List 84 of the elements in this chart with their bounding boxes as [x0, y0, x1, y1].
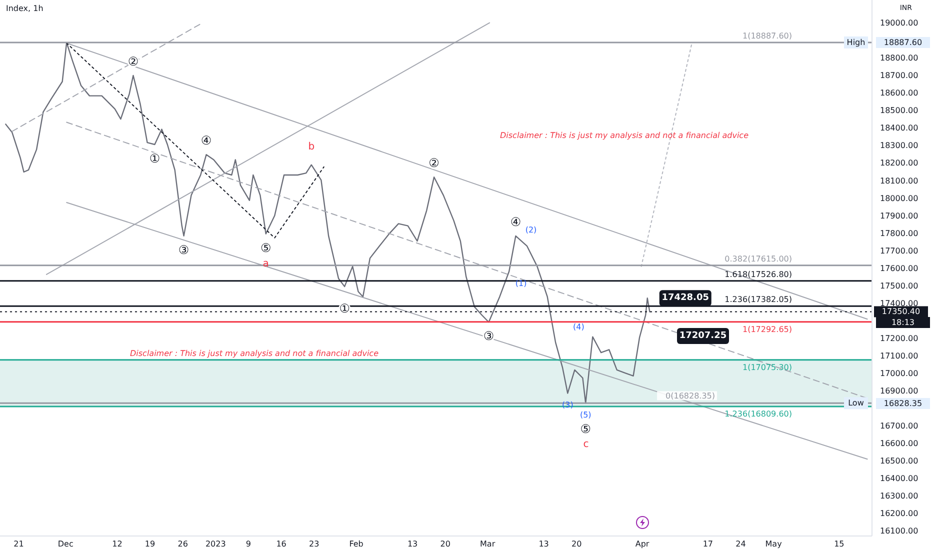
annotation: Disclaimer : This is just my analysis and not a financial advice	[130, 349, 378, 358]
y-tick-label: 16400.00	[880, 474, 918, 484]
ref-line-label: 1(17292.65)	[742, 324, 792, 334]
annotation: High	[846, 38, 866, 47]
y-tick-label: 18100.00	[880, 176, 918, 186]
y-tick-label: 17600.00	[880, 264, 918, 273]
annotation: 17207.25	[677, 328, 729, 344]
y-tick-label: 16100.00	[880, 526, 918, 536]
annotation: a	[262, 258, 269, 270]
x-tick-label: 13	[538, 540, 549, 549]
ref-line-label: 0(16828.35)	[666, 392, 716, 401]
annotation: c	[582, 438, 590, 452]
x-tick-label: 24	[736, 540, 746, 549]
annotation: 17428.05	[662, 293, 709, 304]
text: 18887.60	[876, 37, 930, 48]
ref-line-label: 1.236(17382.05)	[724, 295, 792, 304]
ref-line-label: 1(17075.30)	[742, 362, 792, 372]
annotation: ②	[428, 156, 440, 170]
x-tick-label: Mar	[480, 540, 496, 549]
text: 18:13	[876, 316, 930, 328]
y-tick-label: 18500.00	[880, 106, 918, 116]
y-tick-label: 16300.00	[880, 492, 918, 501]
annotation: ③	[483, 329, 494, 344]
annotation: ⑤	[260, 240, 272, 255]
x-tick-label: 15	[834, 540, 844, 549]
x-tick-label: 16	[276, 540, 286, 549]
annotation: b	[308, 141, 315, 152]
x-tick-label: 19	[144, 540, 156, 549]
text: Index, 1h	[6, 4, 44, 13]
y-tick-label: 16200.00	[880, 509, 918, 518]
x-tick-label: Feb	[349, 540, 364, 549]
annotation: ①	[149, 152, 160, 166]
annotation: (3)	[562, 400, 574, 410]
x-tick-label: 20	[440, 540, 450, 549]
annotation: ④	[200, 134, 212, 148]
annotation: ④	[510, 214, 522, 229]
y-tick-label: 17800.00	[880, 228, 918, 238]
annotation: (4)	[572, 322, 584, 332]
y-tick-label: 16600.00	[880, 439, 918, 448]
x-tick-label: 17	[702, 540, 714, 549]
x-tick-label: Dec	[58, 540, 74, 549]
ref-line-label: 1(18887.60)	[742, 31, 792, 40]
text: 16828.35	[876, 398, 930, 408]
y-tick-label: 16900.00	[880, 386, 918, 396]
annotation: Low	[848, 398, 864, 408]
y-tick-label: 19000.00	[880, 18, 918, 28]
x-tick-label: Apr	[635, 540, 650, 549]
annotation: ⑤	[580, 422, 592, 436]
y-tick-label: 18700.00	[880, 71, 918, 80]
y-tick-label: 17200.00	[880, 334, 918, 343]
annotation: ①	[339, 302, 350, 316]
annotation: ③	[178, 242, 190, 257]
y-tick-label: 17900.00	[880, 211, 918, 220]
x-tick-label: 9	[246, 540, 252, 549]
annotation: (1)	[515, 279, 527, 288]
ref-line-label: 17350.40	[882, 307, 920, 316]
ref-line-label: 1.618(17526.80)	[724, 270, 792, 279]
x-tick-label: 2023	[205, 540, 226, 549]
y-tick-label: 17700.00	[880, 246, 918, 256]
ref-line-label: 0.382(17615.00)	[724, 254, 792, 264]
annotation: Disclaimer : This is just my analysis and not a financial advice	[500, 131, 748, 140]
y-tick-label: 17000.00	[880, 368, 918, 378]
annotation: (5)	[580, 410, 592, 420]
y-tick-label: 17500.00	[880, 281, 918, 290]
x-tick-label: 21	[14, 540, 24, 549]
y-tick-label: 17400.00	[880, 298, 918, 308]
x-tick-label: 20	[572, 540, 582, 549]
y-tick-label: 18600.00	[880, 88, 918, 98]
annotation: ②	[128, 54, 139, 68]
y-tick-label: 18800.00	[880, 54, 918, 63]
y-tick-label: 18400.00	[880, 124, 918, 133]
y-tick-label: 18300.00	[880, 141, 918, 150]
x-tick-label: 23	[309, 540, 320, 549]
x-tick-label: 12	[112, 540, 122, 549]
x-tick-label: May	[765, 540, 782, 549]
y-tick-label: 18200.00	[880, 158, 918, 168]
x-tick-label: 13	[407, 540, 418, 549]
annotation: (2)	[525, 226, 537, 235]
y-tick-label: 16700.00	[880, 421, 918, 430]
y-tick-label: 16500.00	[880, 456, 918, 466]
y-tick-label: 18000.00	[880, 194, 918, 203]
ref-line-label: 1.236(16809.60)	[724, 409, 792, 418]
y-tick-label: 17100.00	[880, 351, 918, 360]
x-tick-label: 26	[178, 540, 188, 549]
